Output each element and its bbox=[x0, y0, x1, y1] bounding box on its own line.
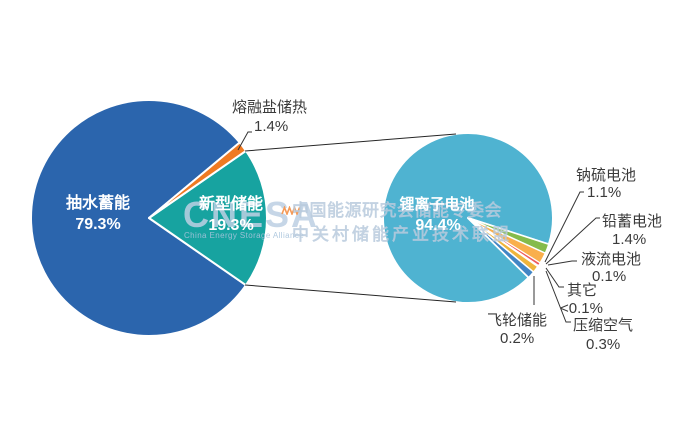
breakdown-pie-group bbox=[382, 132, 554, 305]
leader-compressed-air bbox=[545, 270, 571, 323]
callout-label-molten-salt: 熔融盐储热 bbox=[232, 99, 308, 116]
leader-other bbox=[545, 267, 564, 288]
callout-label-flywheel: 飞轮储能 bbox=[487, 312, 548, 329]
leader-lead-acid bbox=[545, 217, 600, 265]
callout-label-compressed-air: 压缩空气 bbox=[573, 317, 634, 334]
slice-value-new-storage: 19.3% bbox=[208, 217, 254, 234]
callout-value-sodium-sulfur: 1.1% bbox=[587, 184, 622, 201]
callout-value-flywheel: 0.2% bbox=[500, 330, 535, 347]
callout-value-flow-battery: 0.1% bbox=[592, 268, 627, 285]
pie-slice-1[interactable] bbox=[148, 149, 269, 287]
slice-label-pumped-hydro: 抽水蓄能 bbox=[65, 195, 131, 212]
callout-label-flow-battery: 液流电池 bbox=[581, 251, 642, 268]
slice-label-new-storage: 新型储能 bbox=[198, 196, 264, 213]
leader-flow-battery bbox=[547, 260, 577, 266]
callout-value-molten-salt: 1.4% bbox=[254, 118, 289, 135]
slice-value-lithium-ion: 94.4% bbox=[415, 217, 461, 234]
callout-label-other: 其它 bbox=[567, 282, 598, 299]
pie-slice-6[interactable] bbox=[467, 217, 535, 279]
callout-label-lead-acid: 铅蓄电池 bbox=[602, 213, 663, 230]
leader-sodium-sulfur bbox=[544, 191, 584, 263]
slice-value-pumped-hydro: 79.3% bbox=[75, 216, 121, 233]
series-connector-top bbox=[244, 133, 457, 152]
leader-molten-salt bbox=[237, 131, 252, 151]
callout-label-sodium-sulfur: 钠硫电池 bbox=[576, 167, 637, 184]
pie-slice-0[interactable] bbox=[30, 99, 247, 337]
series-connector-bottom bbox=[244, 284, 457, 303]
callout-value-compressed-air: 0.3% bbox=[586, 336, 621, 353]
callout-value-lead-acid: 1.4% bbox=[612, 231, 647, 248]
slice-label-lithium-ion: 锂离子电池 bbox=[399, 196, 475, 213]
callout-value-other: <0.1% bbox=[560, 300, 603, 317]
main-pie-group bbox=[30, 99, 269, 337]
